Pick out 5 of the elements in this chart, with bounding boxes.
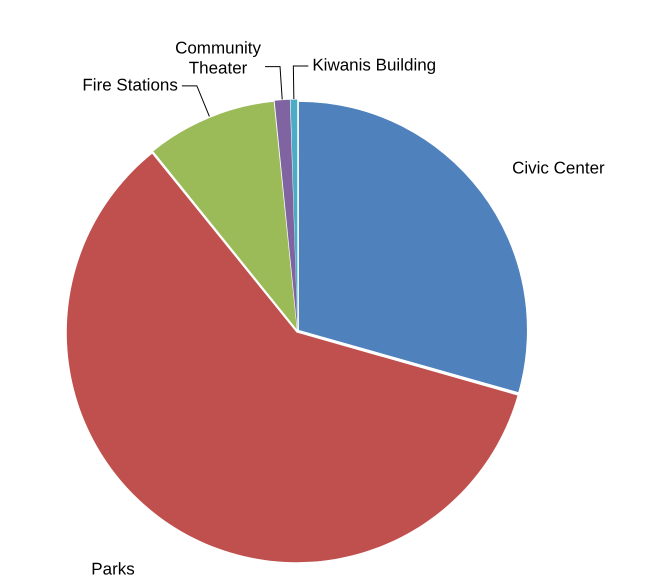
slice-label: Kiwanis Building xyxy=(312,56,436,75)
slice-label: Parks xyxy=(91,560,135,579)
slice-label: Fire Stations xyxy=(82,76,178,95)
slice-label: Civic Center xyxy=(512,158,606,178)
slice-label: Community Theater xyxy=(175,38,262,78)
